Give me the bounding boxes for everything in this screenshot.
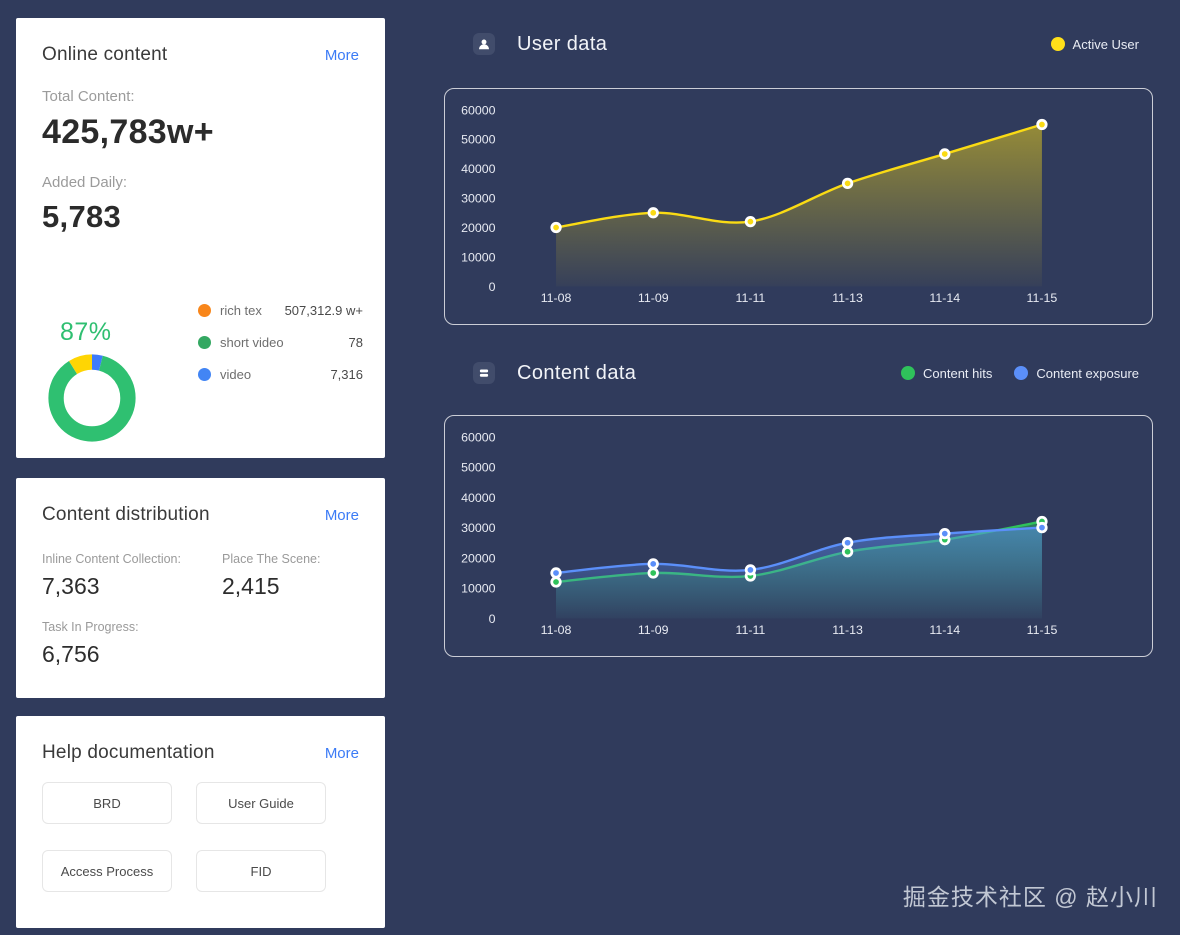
svg-text:50000: 50000 [461,461,496,475]
access-process-button[interactable]: Access Process [42,850,172,892]
user-icon [473,33,495,55]
svg-text:10000: 10000 [461,250,496,264]
help-documentation-title: Help documentation [42,742,215,763]
content-data-chart: 0 10000 20000 30000 40000 50000 60000 11-08 11-0… [444,415,1153,657]
svg-text:11-14: 11-14 [929,291,960,305]
legend-row-short-video: short video 78 [198,332,363,352]
content-hits-dot-icon [901,366,915,380]
inline-content-collection-stat: Inline Content Collection: 7,363 [42,552,181,599]
online-content-card: Online content More Total Content: 425,7… [16,18,385,458]
svg-text:30000: 30000 [461,521,496,535]
svg-text:50000: 50000 [461,133,496,147]
svg-text:60000: 60000 [461,103,496,117]
legend-row-video: video 7,316 [198,364,363,384]
short-video-dot-icon [198,335,211,349]
svg-text:11-13: 11-13 [832,291,863,305]
svg-text:60000: 60000 [461,430,496,444]
svg-text:11-09: 11-09 [638,623,669,637]
content-distribution-title: Content distribution [42,504,210,525]
svg-text:40000: 40000 [461,491,496,505]
svg-text:11-15: 11-15 [1027,291,1058,305]
svg-text:11-09: 11-09 [638,291,669,305]
list-icon [473,362,495,384]
fid-button[interactable]: FID [196,850,326,892]
watermark: 掘金技术社区 @ 赵小川 [902,884,1158,910]
user-data-title: User data [517,32,608,55]
user-data-header: User data Active User [444,28,1155,60]
content-exposure-legend-item[interactable]: Content exposure [1014,366,1139,381]
donut-ring [48,354,136,442]
online-content-more-link[interactable]: More [324,47,359,64]
svg-text:11-15: 11-15 [1027,623,1058,637]
user-guide-button[interactable]: User Guide [196,782,326,824]
added-daily-value: 5,783 [42,199,122,234]
rich-tex-dot-icon [198,303,211,317]
svg-text:11-13: 11-13 [832,623,863,637]
active-user-dot-icon [1050,37,1065,51]
svg-text:11-11: 11-11 [736,291,766,305]
content-hits-legend-item[interactable]: Content hits [901,366,992,381]
donut-chart: 87% [46,318,156,446]
help-documentation-card: Help documentation More BRD User Guide A… [16,716,385,928]
content-type-legend: rich tex 507,312.9 w+ short video 78 vid… [198,300,363,396]
svg-text:11-08: 11-08 [541,623,572,637]
content-data-chart-canvas: 0 10000 20000 30000 40000 50000 60000 11-08 11-0… [461,430,1058,637]
task-in-progress-stat: Task In Progress: 6,756 [42,620,139,667]
svg-text:10000: 10000 [461,582,496,596]
video-dot-icon [198,367,211,381]
svg-text:20000: 20000 [461,221,496,235]
svg-text:40000: 40000 [461,162,496,176]
donut-percent-label: 87% [60,318,112,346]
content-data-header: Content data Content hits Content exposu… [444,357,1155,389]
content-exposure-dot-icon [1014,366,1029,380]
total-content-label: Total Content: [42,88,135,105]
svg-text:20000: 20000 [461,551,496,565]
svg-text:11-11: 11-11 [735,623,765,637]
brd-button[interactable]: BRD [42,782,172,824]
content-data-title: Content data [517,361,637,384]
user-data-chart-canvas: 0 10000 20000 30000 40000 50000 60000 11-08 11-0… [461,103,1058,305]
svg-text:0: 0 [489,612,496,626]
place-the-scene-stat: Place The Scene: 2,415 [222,552,321,599]
svg-text:0: 0 [489,280,496,294]
added-daily-label: Added Daily: [42,174,128,191]
online-content-title: Online content [42,44,168,65]
total-content-value: 425,783w+ [42,113,214,151]
content-distribution-more-link[interactable]: More [324,507,359,524]
content-distribution-card: Content distribution More Inline Content… [16,478,385,698]
svg-text:11-08: 11-08 [541,291,572,305]
legend-row-rich-tex: rich tex 507,312.9 w+ [198,300,363,320]
svg-text:30000: 30000 [461,192,496,206]
help-documentation-more-link[interactable]: More [324,745,359,762]
active-user-legend-item[interactable]: Active User [1050,37,1139,52]
user-data-chart: 0 10000 20000 30000 40000 50000 60000 11-08 11-0… [444,88,1153,325]
svg-text:11-14: 11-14 [929,623,960,637]
